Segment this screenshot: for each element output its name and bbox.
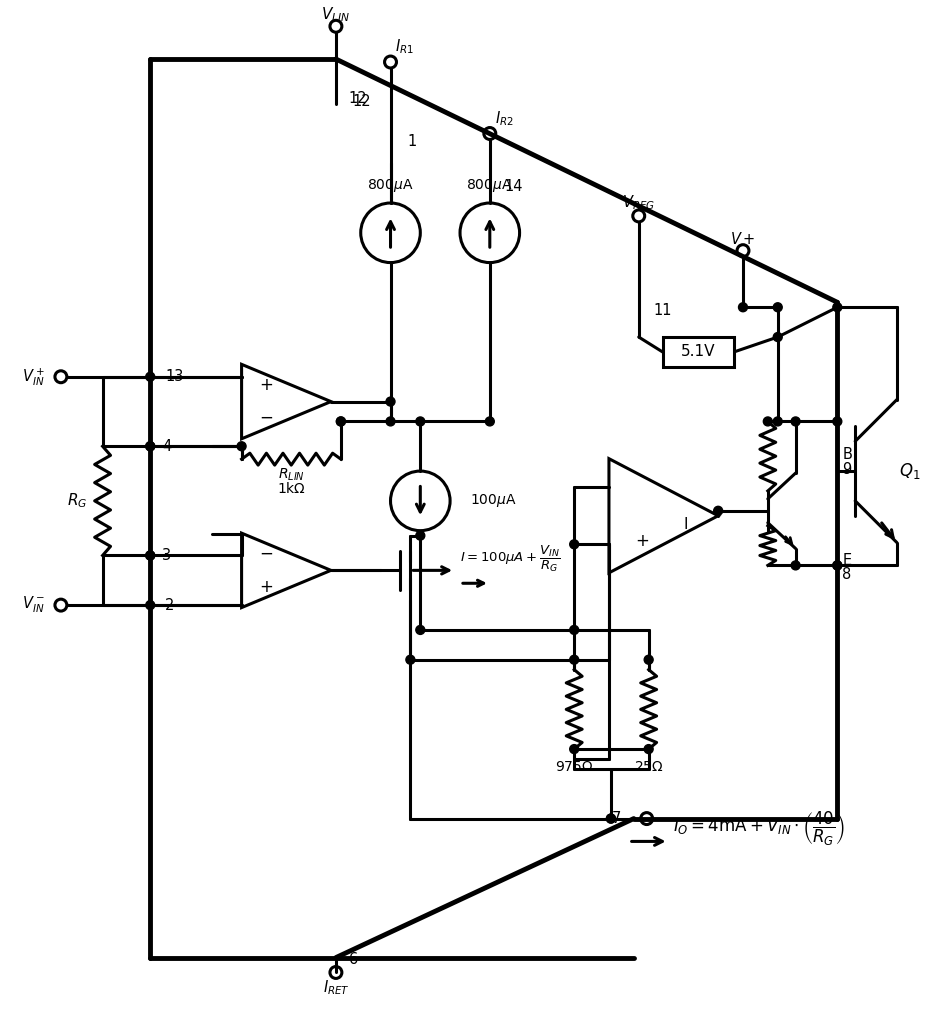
Text: 12: 12 [349, 91, 368, 106]
Circle shape [145, 441, 155, 450]
Text: 13: 13 [165, 370, 183, 384]
Text: 3: 3 [162, 548, 171, 563]
Circle shape [763, 417, 772, 426]
Circle shape [791, 417, 800, 426]
Circle shape [145, 551, 155, 560]
Text: −: − [259, 409, 273, 427]
Circle shape [832, 417, 842, 426]
Circle shape [832, 561, 842, 570]
Text: 4: 4 [162, 438, 171, 453]
Circle shape [773, 303, 782, 312]
Text: B: B [843, 446, 852, 462]
Circle shape [145, 373, 155, 381]
Text: +: + [259, 376, 273, 394]
Circle shape [145, 441, 155, 450]
Text: 25$\Omega$: 25$\Omega$ [633, 760, 664, 774]
Circle shape [832, 303, 842, 312]
Circle shape [644, 655, 653, 665]
Text: 8: 8 [843, 567, 852, 582]
Text: $V^+_{IN}$: $V^+_{IN}$ [22, 366, 45, 388]
Circle shape [145, 551, 155, 560]
Circle shape [386, 397, 395, 406]
Circle shape [485, 417, 494, 426]
Text: I: I [683, 517, 688, 532]
Text: 11: 11 [654, 303, 672, 318]
Text: $V+$: $V+$ [731, 230, 756, 246]
Text: $I_{R2}$: $I_{R2}$ [494, 109, 514, 128]
Circle shape [607, 814, 616, 823]
Text: $V_{LIN}$: $V_{LIN}$ [321, 5, 351, 23]
Text: $I = 100\mu A + \dfrac{V_{IN}}{R_G}$: $I = 100\mu A + \dfrac{V_{IN}}{R_G}$ [460, 543, 560, 574]
Text: 12: 12 [353, 94, 371, 109]
Circle shape [569, 655, 579, 665]
Text: −: − [259, 545, 273, 563]
Circle shape [714, 506, 722, 515]
Text: $I_{R1}$: $I_{R1}$ [395, 37, 415, 57]
Text: 975$\Omega$: 975$\Omega$ [555, 760, 594, 774]
Circle shape [569, 539, 579, 548]
Circle shape [416, 531, 425, 540]
Circle shape [386, 417, 395, 426]
Text: 100$\mu$A: 100$\mu$A [470, 492, 517, 509]
Text: $V^-_{IN}$: $V^-_{IN}$ [22, 595, 45, 615]
FancyBboxPatch shape [663, 337, 734, 367]
Text: 6: 6 [349, 952, 358, 967]
Circle shape [832, 561, 842, 570]
Text: 7: 7 [611, 811, 620, 826]
Text: +: + [635, 532, 648, 549]
Circle shape [336, 417, 345, 426]
Text: $I_O = 4\mathrm{mA} + V_{IN} \cdot \left(\dfrac{40}{R_G}\right)$: $I_O = 4\mathrm{mA} + V_{IN} \cdot \left… [673, 809, 845, 847]
Text: $R_G$: $R_G$ [68, 492, 88, 510]
Text: 1: 1 [407, 134, 417, 148]
Circle shape [773, 332, 782, 341]
Text: 14: 14 [505, 179, 523, 194]
Circle shape [607, 814, 616, 823]
Text: $R_{LIN}$: $R_{LIN}$ [278, 467, 305, 483]
Circle shape [644, 744, 653, 753]
Circle shape [145, 601, 155, 610]
Text: E: E [843, 552, 851, 568]
Text: 1k$\Omega$: 1k$\Omega$ [277, 482, 306, 497]
Text: $Q_1$: $Q_1$ [899, 462, 920, 481]
Circle shape [336, 417, 345, 426]
Text: 800$\mu$A: 800$\mu$A [368, 177, 414, 194]
Circle shape [739, 303, 747, 312]
Circle shape [569, 625, 579, 634]
Circle shape [569, 744, 579, 753]
Text: 800$\mu$A: 800$\mu$A [467, 177, 513, 194]
Circle shape [791, 561, 800, 570]
Circle shape [406, 655, 415, 665]
Text: 9: 9 [843, 462, 852, 477]
Circle shape [416, 625, 425, 634]
Text: 5.1V: 5.1V [681, 344, 716, 360]
Circle shape [773, 417, 782, 426]
Text: $I_{RET}$: $I_{RET}$ [322, 978, 349, 997]
Text: 2: 2 [165, 598, 174, 613]
Text: +: + [259, 578, 273, 596]
Text: $V_{REG}$: $V_{REG}$ [622, 194, 656, 212]
Circle shape [416, 417, 425, 426]
Circle shape [237, 441, 246, 450]
